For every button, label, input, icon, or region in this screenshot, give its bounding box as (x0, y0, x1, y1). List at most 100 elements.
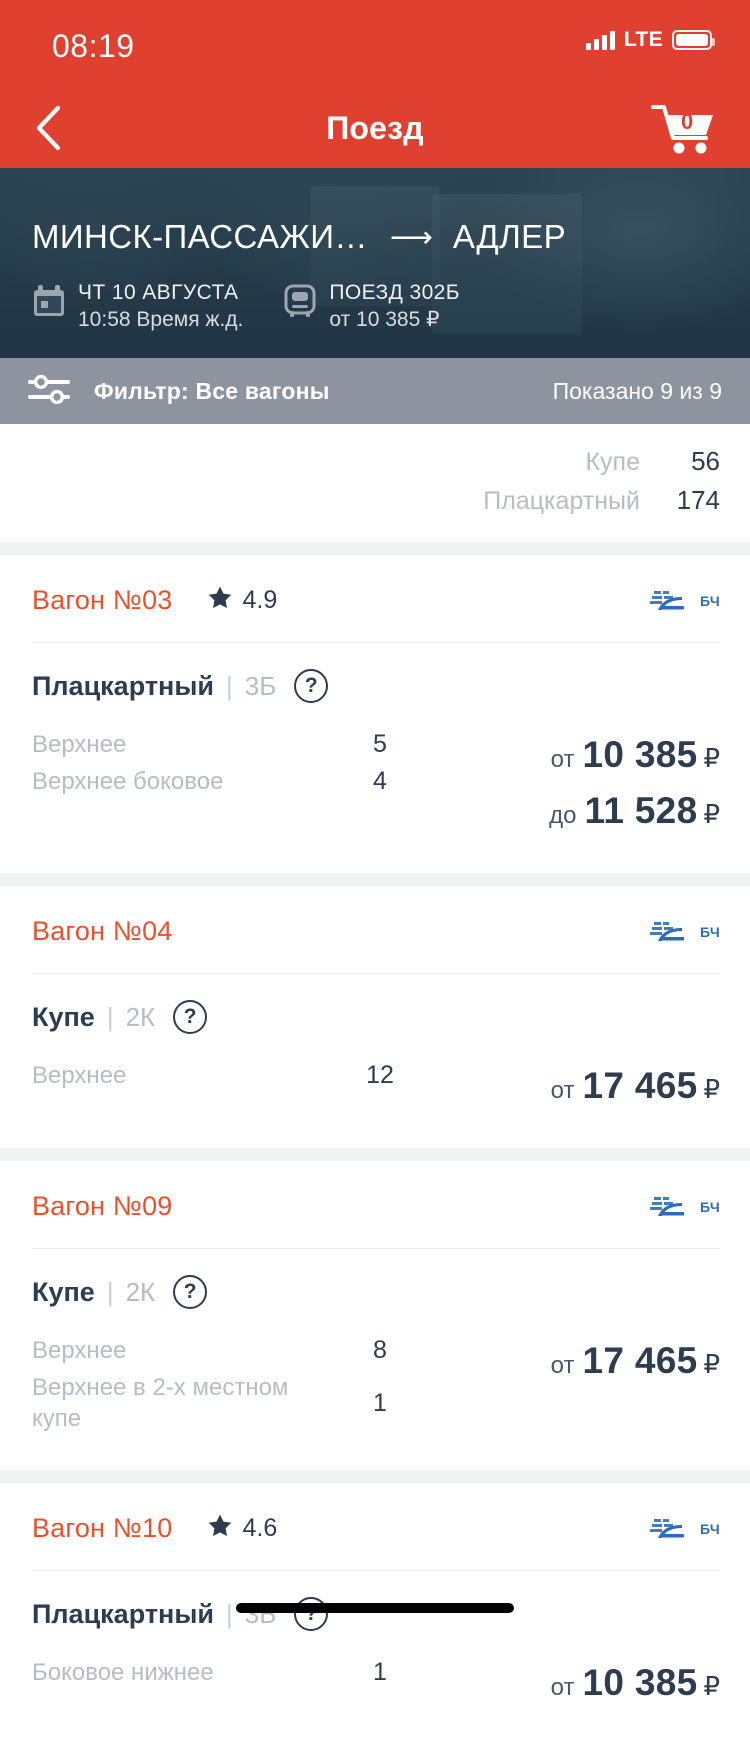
wagon-card-body: Купе | 2К? Верхнее 8 Верхнее в 2-х местном ку… (0, 1249, 750, 1470)
meta-time-value: 10:58 Время ж.д. (78, 308, 244, 331)
seat-type-label: Верхнее в 2-х местном купе (32, 1374, 289, 1432)
seat-list: Верхнее 5 Верхнее боковое 4 (32, 729, 412, 803)
wagon-card[interactable]: Вагон №09 БЧ Купе | 2К? Верхнее 8 Верхнее в 2-х… (0, 1161, 750, 1470)
wagon-rating: 4.6 (207, 1513, 278, 1544)
price-list: от 17 465 ₽ (551, 1335, 720, 1393)
seat-row: Верхнее боковое 4 (32, 766, 412, 797)
seat-type-label: Верхнее (32, 731, 127, 758)
seat-row: Боковое нижнее 1 (32, 1657, 412, 1688)
seat-type-label: Верхнее боковое (32, 768, 224, 795)
wagon-number-label[interactable]: Вагон №09 (32, 1191, 173, 1221)
status-bar-time: 08:19 (52, 28, 135, 64)
meta-item-train: ПОЕЗД 302Б от 10 385 ₽ (283, 280, 460, 334)
summary-class-name: Плацкартный (483, 487, 640, 515)
back-button[interactable] (16, 88, 80, 168)
class-separator: | (226, 670, 233, 701)
battery-icon (672, 30, 715, 50)
seat-row: Верхнее 5 (32, 729, 412, 760)
question-mark-icon[interactable]: ? (173, 1000, 208, 1034)
class-separator: | (106, 1276, 114, 1307)
meta-train-price: от 10 385 ₽ (329, 308, 440, 331)
cart-button[interactable]: 0 (644, 88, 724, 168)
carrier-code-label: БЧ (700, 1198, 720, 1215)
carriage-class-row: Купе | 2К? (32, 1000, 720, 1034)
seat-quantity: 1 (373, 1658, 387, 1686)
meta-date-value: ЧТ 10 АВГУСТА (78, 281, 239, 304)
network-type-label: LTE (623, 28, 663, 51)
status-bar: 08:19 LTE (0, 0, 750, 88)
wagon-card-header: Вагон №09 БЧ (0, 1161, 750, 1248)
calendar-icon (32, 284, 66, 323)
class-separator: | (106, 1001, 114, 1032)
class-summary: Купе 56 Плацкартный 174 (0, 424, 750, 542)
filter-result-count: Показано 9 из 9 (552, 377, 722, 404)
route-title: МИНСК-ПАССАЖИ… ⟶ АДЛЕР (32, 218, 750, 256)
wagon-rating: 4.9 (207, 585, 277, 616)
summary-row: Плацкартный 174 (390, 485, 720, 516)
wagon-card-header: Вагон №03 4.9 БЧ (0, 555, 750, 642)
seat-type-label: Верхнее (32, 1337, 127, 1364)
price-list: от 10 385 ₽ (551, 1657, 720, 1715)
carriage-class-row: Плацкартный | 3Б? (32, 669, 720, 703)
seat-list: Боковое нижнее 1 (32, 1657, 412, 1694)
wagon-card-header: Вагон №10 4.6 БЧ (0, 1483, 750, 1570)
price-row: от 10 385 ₽ (549, 731, 720, 787)
price-currency: ₽ (703, 1349, 720, 1379)
price-prefix: до (549, 802, 577, 829)
shopping-cart-icon: 0 (651, 102, 717, 154)
seats-and-prices: Верхнее 12 от 17 465 ₽ (32, 1060, 720, 1118)
route-arrow-icon: ⟶ (389, 220, 433, 254)
seats-and-prices: Верхнее 8 Верхнее в 2-х местном купе 1 от 17 … (32, 1335, 720, 1440)
wagon-list: Вагон №03 4.9 БЧ Плацкартный | 3Б? Верхнее 5 Вер… (0, 542, 750, 1745)
navigation-bar: Поезд 0 (0, 88, 750, 168)
carriage-class-code: 2К (125, 1276, 156, 1307)
seats-and-prices: Верхнее 5 Верхнее боковое 4 от 10 385 ₽ до 11 52… (32, 729, 720, 843)
wagon-card-body: Купе | 2К? Верхнее 12 от 17 465 ₽ (0, 974, 750, 1148)
seat-list: Верхнее 12 (32, 1060, 412, 1097)
carriage-class-row: Купе | 2К? (32, 1275, 720, 1309)
bch-logo: БЧ (650, 1194, 720, 1220)
price-prefix: от (550, 1352, 575, 1379)
price-amount: 17 465 (582, 1065, 698, 1106)
card-separator (0, 873, 750, 886)
signal-bars-icon (585, 30, 615, 50)
page-title: Поезд (326, 109, 424, 146)
price-currency: ₽ (703, 799, 720, 829)
question-mark-icon[interactable]: ? (173, 1275, 208, 1309)
wagon-card[interactable]: Вагон №04 БЧ Купе | 2К? Верхнее 12 от 17 465 ₽ (0, 886, 750, 1148)
carriage-class-code: 3Б (244, 670, 277, 701)
price-currency: ₽ (703, 1671, 720, 1701)
train-icon (283, 284, 317, 323)
carriage-class-name: Купе (32, 1001, 95, 1032)
filter-bar[interactable]: Фильтр: Все вагоны Показано 9 из 9 (0, 358, 750, 424)
seat-type-label: Боковое нижнее (32, 1659, 214, 1686)
seat-quantity: 5 (373, 730, 387, 758)
seat-row: Верхнее 8 (32, 1335, 412, 1366)
summary-class-count: 56 (691, 446, 720, 476)
wagon-number-label[interactable]: Вагон №04 (32, 916, 173, 946)
price-list: от 17 465 ₽ (551, 1060, 720, 1118)
seat-quantity: 12 (366, 1061, 394, 1089)
wagon-rating-value: 4.6 (242, 1514, 278, 1542)
price-amount: 11 528 (584, 790, 698, 831)
bch-logo: БЧ (650, 919, 720, 945)
seat-list: Верхнее 8 Верхнее в 2-х местном купе 1 (32, 1335, 412, 1440)
wagon-card[interactable]: Вагон №10 4.6 БЧ Плацкартный | 3Б? Боковое ниж… (0, 1483, 750, 1745)
wagon-card-body: Плацкартный | 3Б? Верхнее 5 Верхнее боковое 4 о… (0, 643, 750, 873)
wagon-card[interactable]: Вагон №03 4.9 БЧ Плацкартный | 3Б? Верхнее 5 Вер… (0, 555, 750, 873)
card-divider (32, 973, 720, 974)
price-amount: 10 385 (582, 1662, 698, 1703)
wagon-number-label[interactable]: Вагон №10 (32, 1513, 173, 1543)
bch-logo: БЧ (650, 1516, 720, 1542)
price-currency: ₽ (703, 743, 720, 773)
route-origin: МИНСК-ПАССАЖИ… (32, 218, 368, 255)
route-hero: МИНСК-ПАССАЖИ… ⟶ АДЛЕР ЧТ 10 АВГУСТА (0, 168, 750, 358)
hero-overlay (0, 168, 750, 358)
carriage-class-name: Плацкартный (32, 670, 215, 701)
question-mark-icon[interactable]: ? (294, 669, 329, 703)
carrier-code-label: БЧ (700, 1520, 720, 1537)
price-row: от 10 385 ₽ (551, 1659, 720, 1715)
price-prefix: от (550, 746, 575, 773)
wagon-number-label[interactable]: Вагон №03 (32, 585, 173, 615)
star-icon (207, 1513, 233, 1544)
